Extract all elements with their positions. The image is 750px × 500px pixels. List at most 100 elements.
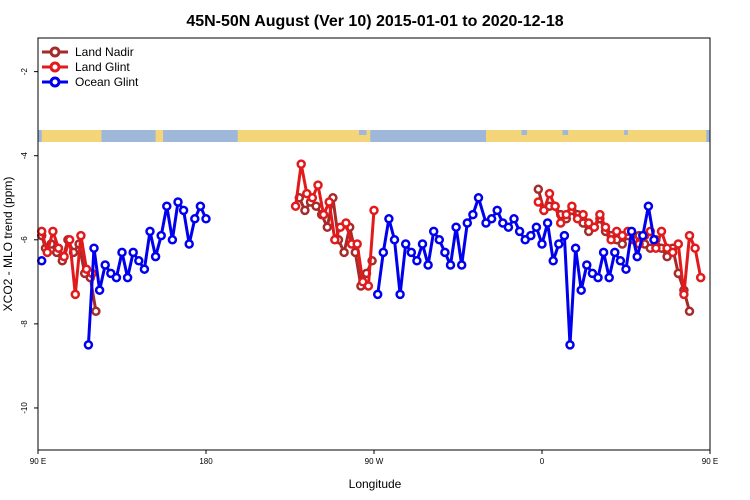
x-tick-label-3: 0 bbox=[540, 457, 545, 466]
point-land-glint-30 bbox=[561, 209, 572, 220]
point-land-glint-46 bbox=[651, 243, 661, 253]
point-land-glint-7 bbox=[76, 230, 86, 241]
point-land-nadir-14 bbox=[311, 201, 321, 211]
point-land-glint-38 bbox=[606, 235, 616, 245]
point-ocean-glint-13 bbox=[150, 251, 161, 262]
legend-marker-land-glint bbox=[49, 61, 61, 73]
point-land-glint-11 bbox=[296, 159, 306, 169]
point-ocean-glint-62 bbox=[593, 272, 603, 283]
x-tick-group: 90 E 180 90 W 0 90 E bbox=[30, 450, 718, 466]
map-strip-notch-3 bbox=[624, 130, 628, 135]
point-land-glint-24 bbox=[369, 205, 379, 216]
point-ocean-glint-24 bbox=[378, 247, 389, 258]
point-ocean-glint-20 bbox=[190, 214, 200, 224]
point-ocean-glint-30 bbox=[412, 256, 422, 266]
point-ocean-glint-2 bbox=[89, 243, 99, 253]
legend-marker-land-nadir bbox=[49, 46, 61, 58]
point-ocean-glint-71 bbox=[643, 201, 654, 211]
point-ocean-glint-33 bbox=[428, 226, 439, 237]
point-land-glint-27 bbox=[544, 188, 555, 199]
point-ocean-glint-23 bbox=[372, 289, 383, 300]
point-ocean-glint-66 bbox=[615, 256, 626, 266]
point-ocean-glint-50 bbox=[526, 230, 536, 241]
point-ocean-glint-26 bbox=[389, 235, 400, 245]
x-tick-label-1: 180 bbox=[199, 457, 213, 466]
map-strip bbox=[38, 130, 710, 142]
point-ocean-glint-34 bbox=[434, 235, 445, 245]
point-land-glint-25 bbox=[533, 197, 544, 207]
point-land-glint-10 bbox=[290, 201, 301, 211]
point-ocean-glint-44 bbox=[492, 205, 502, 216]
point-ocean-glint-15 bbox=[162, 201, 172, 211]
point-ocean-glint-38 bbox=[456, 260, 467, 270]
point-land-glint-35 bbox=[589, 222, 600, 232]
point-ocean-glint-39 bbox=[462, 218, 473, 228]
point-land-glint-3 bbox=[53, 243, 64, 253]
point-land-nadir-19 bbox=[339, 247, 349, 258]
map-strip-notch-1 bbox=[521, 130, 528, 135]
point-land-glint-19 bbox=[341, 218, 351, 228]
point-land-glint-36 bbox=[595, 209, 605, 220]
y-tick-label-1: -4 bbox=[20, 152, 29, 160]
x-tick-label-0: 90 E bbox=[30, 457, 46, 466]
point-ocean-glint-69 bbox=[632, 251, 642, 262]
point-ocean-glint-25 bbox=[384, 214, 394, 224]
point-ocean-glint-27 bbox=[395, 289, 405, 300]
point-ocean-glint-10 bbox=[134, 256, 144, 266]
legend-label-ocean-glint: Ocean Glint bbox=[75, 75, 139, 89]
point-land-glint-52 bbox=[684, 230, 695, 241]
point-land-nadir-12 bbox=[300, 205, 310, 216]
point-ocean-glint-12 bbox=[145, 226, 155, 237]
map-strip-land-0 bbox=[41, 130, 102, 142]
point-ocean-glint-48 bbox=[514, 226, 525, 237]
point-land-nadir-52 bbox=[684, 306, 695, 317]
point-ocean-glint-8 bbox=[122, 272, 133, 283]
point-ocean-glint-18 bbox=[178, 205, 189, 216]
point-ocean-glint-4 bbox=[100, 260, 110, 270]
y-tick-label-4: -10 bbox=[20, 402, 29, 414]
map-strip-notch-2 bbox=[562, 130, 569, 135]
point-ocean-glint-63 bbox=[598, 247, 609, 258]
point-land-glint-15 bbox=[318, 209, 329, 220]
legend-label-land-glint: Land Glint bbox=[75, 60, 130, 74]
point-land-glint-21 bbox=[352, 239, 362, 249]
point-ocean-glint-35 bbox=[440, 247, 450, 258]
point-land-glint-26 bbox=[539, 205, 549, 216]
point-ocean-glint-67 bbox=[621, 264, 631, 274]
point-land-glint-28 bbox=[550, 201, 560, 211]
point-ocean-glint-41 bbox=[473, 193, 484, 203]
point-land-glint-6 bbox=[70, 289, 81, 300]
point-ocean-glint-1 bbox=[83, 340, 94, 350]
point-ocean-glint-0 bbox=[36, 256, 47, 266]
legend-marker-ocean-glint bbox=[49, 76, 61, 88]
point-ocean-glint-59 bbox=[576, 285, 586, 295]
point-ocean-glint-3 bbox=[94, 285, 105, 295]
point-ocean-glint-22 bbox=[201, 214, 211, 224]
point-ocean-glint-57 bbox=[565, 340, 575, 350]
y-axis-title: XCO2 - MLO trend (ppm) bbox=[1, 177, 15, 312]
point-ocean-glint-32 bbox=[423, 260, 433, 270]
point-land-glint-29 bbox=[555, 218, 566, 228]
point-ocean-glint-52 bbox=[537, 239, 547, 249]
point-ocean-glint-7 bbox=[117, 247, 127, 258]
point-land-nadir-40 bbox=[617, 239, 628, 249]
point-ocean-glint-40 bbox=[468, 209, 478, 220]
point-land-glint-53 bbox=[690, 243, 700, 253]
point-ocean-glint-11 bbox=[139, 264, 150, 274]
point-ocean-glint-16 bbox=[167, 235, 178, 245]
point-ocean-glint-6 bbox=[111, 272, 122, 283]
point-land-glint-50 bbox=[673, 239, 684, 249]
point-ocean-glint-65 bbox=[610, 247, 620, 258]
plot-frame bbox=[37, 37, 711, 451]
point-ocean-glint-70 bbox=[638, 230, 648, 241]
point-land-glint-51 bbox=[679, 289, 689, 300]
y-tick-label-0: -2 bbox=[20, 68, 29, 76]
point-ocean-glint-46 bbox=[503, 222, 514, 232]
series-line-ocean-glint-1 bbox=[86, 200, 208, 345]
point-land-glint-31 bbox=[567, 201, 577, 211]
x-tick-label-2: 90 W bbox=[365, 457, 384, 466]
point-land-glint-5 bbox=[64, 235, 75, 245]
y-tick-group: -2 -4 -6 -8 -10 bbox=[20, 68, 38, 414]
point-ocean-glint-64 bbox=[604, 272, 614, 283]
point-land-glint-0 bbox=[36, 226, 47, 237]
